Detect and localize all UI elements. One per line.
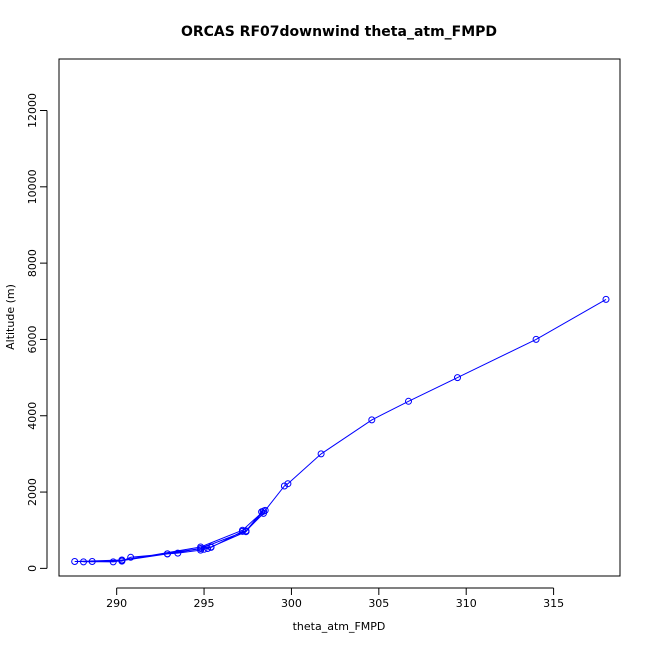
y-axis: 0 2000 4000 6000 8000 10000 12000: [26, 93, 48, 572]
data-point: [200, 545, 208, 553]
data-point: [405, 397, 412, 405]
data-point: [317, 450, 325, 458]
y-tick-label: 6000: [26, 325, 39, 353]
series-layer: [71, 295, 610, 566]
data-point: [174, 549, 182, 557]
data-point: [207, 543, 215, 551]
data-point: [602, 295, 610, 303]
data-point: [260, 509, 267, 517]
series-line: [74, 298, 607, 563]
data-point: [280, 482, 288, 490]
plot-frame: [58, 58, 621, 577]
data-point: [239, 526, 246, 534]
x-tick-label: 305: [368, 597, 389, 610]
data-point: [242, 527, 250, 535]
x-tick-label: 290: [106, 597, 127, 610]
data-point: [88, 558, 96, 565]
y-tick-label: 8000: [26, 249, 39, 277]
y-tick-label: 10000: [26, 169, 39, 204]
data-point: [163, 550, 171, 558]
y-axis-label: Altitude (m): [4, 284, 17, 350]
x-tick-label: 310: [456, 597, 477, 610]
y-tick-label: 12000: [26, 93, 39, 128]
y-tick-label: 4000: [26, 402, 39, 430]
data-point: [80, 558, 87, 566]
data-point: [118, 556, 126, 564]
data-point: [204, 545, 212, 552]
data-point: [258, 508, 266, 516]
y-tick-label: 0: [26, 565, 39, 572]
x-tick-label: 315: [543, 597, 564, 610]
data-point: [71, 558, 79, 565]
data-point: [197, 545, 205, 552]
data-point: [284, 480, 292, 488]
y-tick-label: 2000: [26, 478, 39, 506]
data-point: [532, 335, 540, 343]
x-tick-label: 295: [194, 597, 215, 610]
x-tick-label: 300: [281, 597, 302, 610]
data-point: [127, 553, 135, 561]
x-axis: 290 295 300 305 310 315: [106, 587, 564, 610]
chart-title: ORCAS RF07downwind theta_atm_FMPD: [181, 24, 497, 40]
data-point: [454, 374, 461, 382]
data-point: [368, 416, 376, 424]
data-point: [109, 558, 117, 566]
x-axis-label: theta_atm_FMPD: [293, 620, 386, 633]
